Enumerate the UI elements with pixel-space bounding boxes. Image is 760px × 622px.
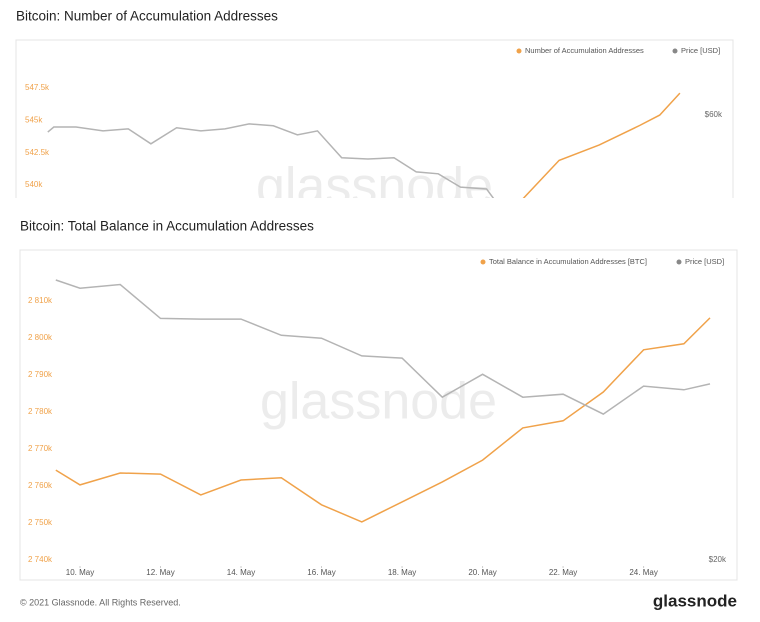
- series-line: [55, 317, 711, 523]
- legend-marker: [676, 259, 682, 265]
- y2-tick-label: $60k: [705, 110, 723, 119]
- y-tick-label: 2 780k: [28, 407, 53, 416]
- y-tick-label: 2 740k: [28, 555, 53, 564]
- x-tick-label: 10. May: [66, 568, 94, 577]
- chart-frame: [15, 39, 734, 198]
- legend-marker: [480, 259, 486, 265]
- x-tick-label: 12. May: [146, 568, 174, 577]
- x-tick-label: 20. May: [468, 568, 496, 577]
- chart-frame: [19, 249, 738, 581]
- y-tick-label: 2 790k: [28, 370, 53, 379]
- x-tick-label: 22. May: [549, 568, 577, 577]
- legend-label: Price [USD]: [685, 257, 724, 266]
- chart-title: Bitcoin: Total Balance in Accumulation A…: [20, 219, 314, 234]
- y-tick-label: 2 810k: [28, 296, 53, 305]
- y-tick-label: 545k: [25, 115, 43, 124]
- legend-marker: [516, 48, 522, 54]
- series-line: [47, 123, 495, 198]
- footer: © 2021 Glassnode. All Rights Reserved.: [20, 597, 181, 607]
- legend-label: Total Balance in Accumulation Addresses …: [489, 257, 647, 266]
- x-tick-label: 16. May: [307, 568, 335, 577]
- y2-tick-label: $20k: [709, 555, 727, 564]
- y-tick-label: 542.5k: [25, 148, 50, 157]
- y-tick-label: 2 750k: [28, 518, 53, 527]
- watermark: glassnode: [256, 158, 493, 216]
- legend-marker: [672, 48, 678, 54]
- legend-label: Number of Accumulation Addresses: [525, 46, 644, 55]
- series-line: [522, 92, 681, 198]
- x-tick-label: 14. May: [227, 568, 255, 577]
- y-tick-label: 2 800k: [28, 333, 53, 342]
- series-line: [55, 279, 711, 415]
- legend-label: Price [USD]: [681, 46, 720, 55]
- y-tick-label: 540k: [25, 180, 43, 189]
- y-tick-label: 2 760k: [28, 481, 53, 490]
- x-tick-label: 24. May: [629, 568, 657, 577]
- logo: glassnode: [653, 591, 737, 610]
- chart-title: Bitcoin: Number of Accumulation Addresse…: [16, 9, 278, 24]
- watermark: glassnode: [260, 373, 497, 431]
- x-tick-label: 18. May: [388, 568, 416, 577]
- y-tick-label: 547.5k: [25, 83, 50, 92]
- y-tick-label: 2 770k: [28, 444, 53, 453]
